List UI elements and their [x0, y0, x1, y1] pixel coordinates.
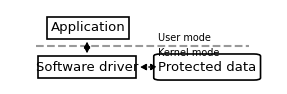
- FancyBboxPatch shape: [47, 17, 129, 39]
- Text: Software driver: Software driver: [36, 61, 138, 74]
- Text: Protected data: Protected data: [158, 61, 256, 74]
- Text: User mode: User mode: [158, 33, 211, 44]
- FancyBboxPatch shape: [38, 56, 136, 78]
- Text: Kernel mode: Kernel mode: [158, 48, 220, 58]
- FancyBboxPatch shape: [154, 54, 261, 80]
- Text: Application: Application: [51, 21, 125, 34]
